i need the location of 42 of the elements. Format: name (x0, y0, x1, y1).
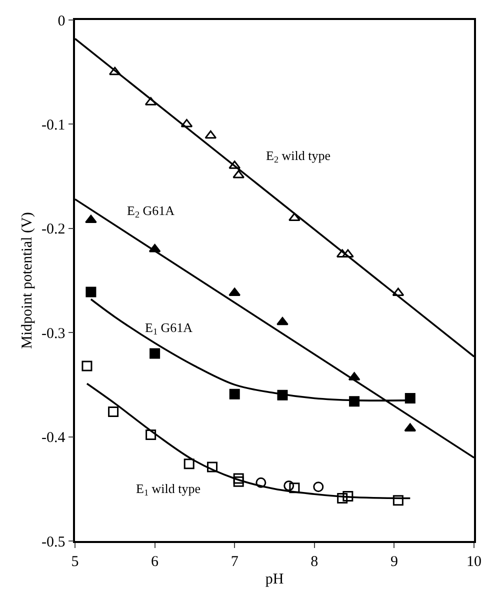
x-tick-label: 9 (390, 554, 398, 570)
point (229, 388, 240, 400)
point (276, 316, 288, 326)
y-tick-label: 0 (58, 13, 66, 30)
point (313, 482, 324, 492)
x-tick-label: 6 (151, 554, 160, 570)
point (404, 393, 416, 404)
point (184, 458, 194, 470)
point (284, 480, 294, 492)
series-label: E$_{2}$ wild type (266, 148, 331, 165)
point (180, 118, 193, 128)
x-tick-label: 10 (466, 554, 482, 570)
point (150, 348, 160, 359)
point (108, 406, 119, 418)
x-tick-label: 8 (310, 554, 318, 570)
point (82, 360, 92, 372)
point (233, 476, 244, 487)
series-label: E$_{1}$ wild type (136, 481, 201, 498)
y-tick-label: -0.3 (42, 326, 66, 342)
point (392, 495, 404, 506)
y-tick-label: -0.5 (42, 534, 66, 550)
point (289, 482, 300, 494)
y-tick-label: -0.4 (42, 430, 66, 446)
x-axis-title: pH (265, 571, 284, 588)
point (86, 286, 96, 298)
y-axis-title: Midpoint potential (V) (19, 212, 36, 349)
series-label: E$_{1}$ G61A (145, 320, 194, 337)
x-tick-label: 7 (230, 554, 239, 570)
point (233, 473, 244, 484)
text: E$_{2}$ G61A (127, 203, 176, 220)
y-tick-label: -0.1 (42, 117, 66, 134)
point (146, 429, 156, 440)
x-tick-label: 5 (71, 554, 79, 570)
point (288, 212, 300, 221)
point (342, 490, 354, 502)
y-tick-label: -0.2 (42, 222, 66, 238)
point (108, 66, 121, 76)
point (85, 214, 97, 224)
point (204, 130, 217, 139)
point (337, 493, 348, 504)
point (256, 477, 266, 488)
point (207, 462, 218, 472)
